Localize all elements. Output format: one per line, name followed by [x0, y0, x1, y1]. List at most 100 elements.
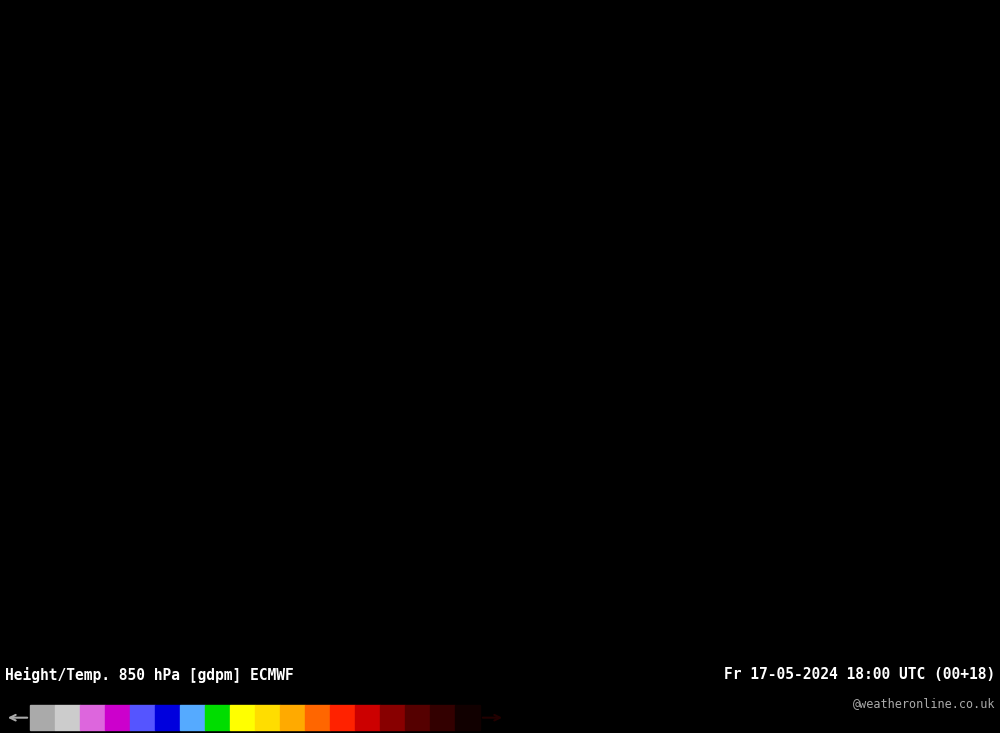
- Text: 5: 5: [56, 188, 61, 196]
- Text: 7: 7: [677, 263, 682, 272]
- Text: 1: 1: [146, 15, 151, 23]
- Text: 7: 7: [587, 557, 592, 566]
- Text: 6: 6: [532, 339, 537, 347]
- Text: 7: 7: [394, 263, 399, 272]
- Text: 5: 5: [325, 120, 330, 129]
- Text: 5: 5: [104, 346, 109, 355]
- Text: 5: 5: [35, 195, 40, 205]
- Text: 7: 7: [215, 429, 220, 438]
- Text: 5: 5: [118, 195, 123, 205]
- Text: 9: 9: [870, 226, 875, 235]
- Text: 8: 8: [360, 399, 365, 408]
- Text: 6: 6: [449, 504, 454, 513]
- Text: 8: 8: [304, 512, 309, 521]
- Text: 8: 8: [263, 414, 268, 423]
- Text: 7: 7: [511, 572, 516, 581]
- Text: 4: 4: [449, 7, 454, 16]
- Text: 9: 9: [822, 89, 827, 99]
- Text: 4: 4: [42, 459, 47, 468]
- Text: 7: 7: [511, 617, 516, 627]
- Text: 6: 6: [801, 564, 806, 574]
- Text: 6: 6: [739, 587, 744, 596]
- Text: 5: 5: [77, 467, 82, 476]
- Text: 7: 7: [863, 406, 868, 416]
- Text: 4: 4: [42, 497, 47, 506]
- Text: 7: 7: [215, 436, 220, 446]
- Text: 0: 0: [884, 112, 889, 122]
- Text: 8: 8: [918, 346, 923, 355]
- Text: 7: 7: [739, 45, 744, 54]
- Text: 6: 6: [801, 587, 806, 596]
- Text: 8: 8: [360, 421, 365, 430]
- Text: 1: 1: [946, 22, 951, 31]
- Text: 6: 6: [463, 120, 468, 129]
- Text: 6: 6: [229, 270, 234, 280]
- Text: 6: 6: [484, 105, 489, 114]
- Text: 4: 4: [422, 37, 427, 46]
- Text: 6: 6: [518, 474, 523, 483]
- Text: 6: 6: [160, 346, 165, 355]
- Text: 5: 5: [63, 361, 68, 370]
- Text: 8: 8: [277, 474, 282, 483]
- Text: 4: 4: [173, 120, 178, 129]
- Text: 8: 8: [753, 233, 758, 242]
- Text: 7: 7: [725, 75, 730, 84]
- Text: 6: 6: [339, 210, 344, 219]
- Text: 8: 8: [249, 625, 254, 634]
- Text: 7: 7: [753, 353, 758, 363]
- Text: 6: 6: [442, 120, 447, 129]
- Text: 7: 7: [435, 414, 440, 423]
- Text: 8: 8: [270, 633, 275, 641]
- Text: 7: 7: [746, 52, 751, 61]
- Text: 6: 6: [477, 210, 482, 219]
- Text: 7: 7: [394, 497, 399, 506]
- Text: 8: 8: [884, 331, 889, 340]
- Text: 6: 6: [525, 542, 530, 551]
- Text: 0: 0: [904, 15, 909, 23]
- Text: 5: 5: [91, 173, 96, 182]
- Text: 7: 7: [360, 557, 365, 566]
- Text: 8: 8: [229, 520, 234, 528]
- Text: 5: 5: [42, 286, 47, 295]
- Text: 9: 9: [822, 263, 827, 272]
- Text: 6: 6: [504, 497, 509, 506]
- Text: 6: 6: [491, 82, 496, 91]
- Text: 8: 8: [953, 391, 958, 400]
- Text: 7: 7: [925, 603, 930, 611]
- Text: 9: 9: [780, 105, 785, 114]
- Text: 8: 8: [304, 383, 309, 393]
- Text: 8: 8: [318, 603, 323, 611]
- Text: 5: 5: [77, 346, 82, 355]
- Text: 6: 6: [642, 323, 647, 332]
- Text: 5: 5: [539, 45, 544, 54]
- Text: 1: 1: [987, 120, 992, 129]
- Text: 7: 7: [711, 369, 716, 377]
- Text: 7: 7: [173, 421, 178, 430]
- Text: 7: 7: [780, 361, 785, 370]
- Text: 6: 6: [394, 647, 399, 657]
- Text: 7: 7: [394, 279, 399, 287]
- Text: 9: 9: [787, 195, 792, 205]
- Text: 7: 7: [401, 512, 406, 521]
- Text: 6: 6: [587, 218, 592, 227]
- Text: 6: 6: [166, 218, 171, 227]
- Text: 6: 6: [539, 444, 544, 453]
- Text: 6: 6: [456, 557, 461, 566]
- Text: 4: 4: [35, 610, 40, 619]
- Text: 1: 1: [42, 128, 47, 136]
- Text: 7: 7: [670, 647, 675, 657]
- Text: 6: 6: [642, 173, 647, 182]
- Text: 5: 5: [311, 128, 316, 136]
- Text: 1: 1: [56, 52, 61, 61]
- Text: 4: 4: [29, 180, 34, 189]
- Text: 6: 6: [484, 279, 489, 287]
- Text: 0: 0: [946, 263, 951, 272]
- Text: 4: 4: [263, 82, 268, 91]
- Text: 6: 6: [270, 188, 275, 196]
- Text: 6: 6: [566, 112, 571, 122]
- Text: 5: 5: [35, 256, 40, 265]
- Text: 5: 5: [84, 248, 89, 257]
- Text: 9: 9: [918, 293, 923, 302]
- Text: 5: 5: [125, 240, 130, 249]
- Text: 6: 6: [297, 180, 302, 189]
